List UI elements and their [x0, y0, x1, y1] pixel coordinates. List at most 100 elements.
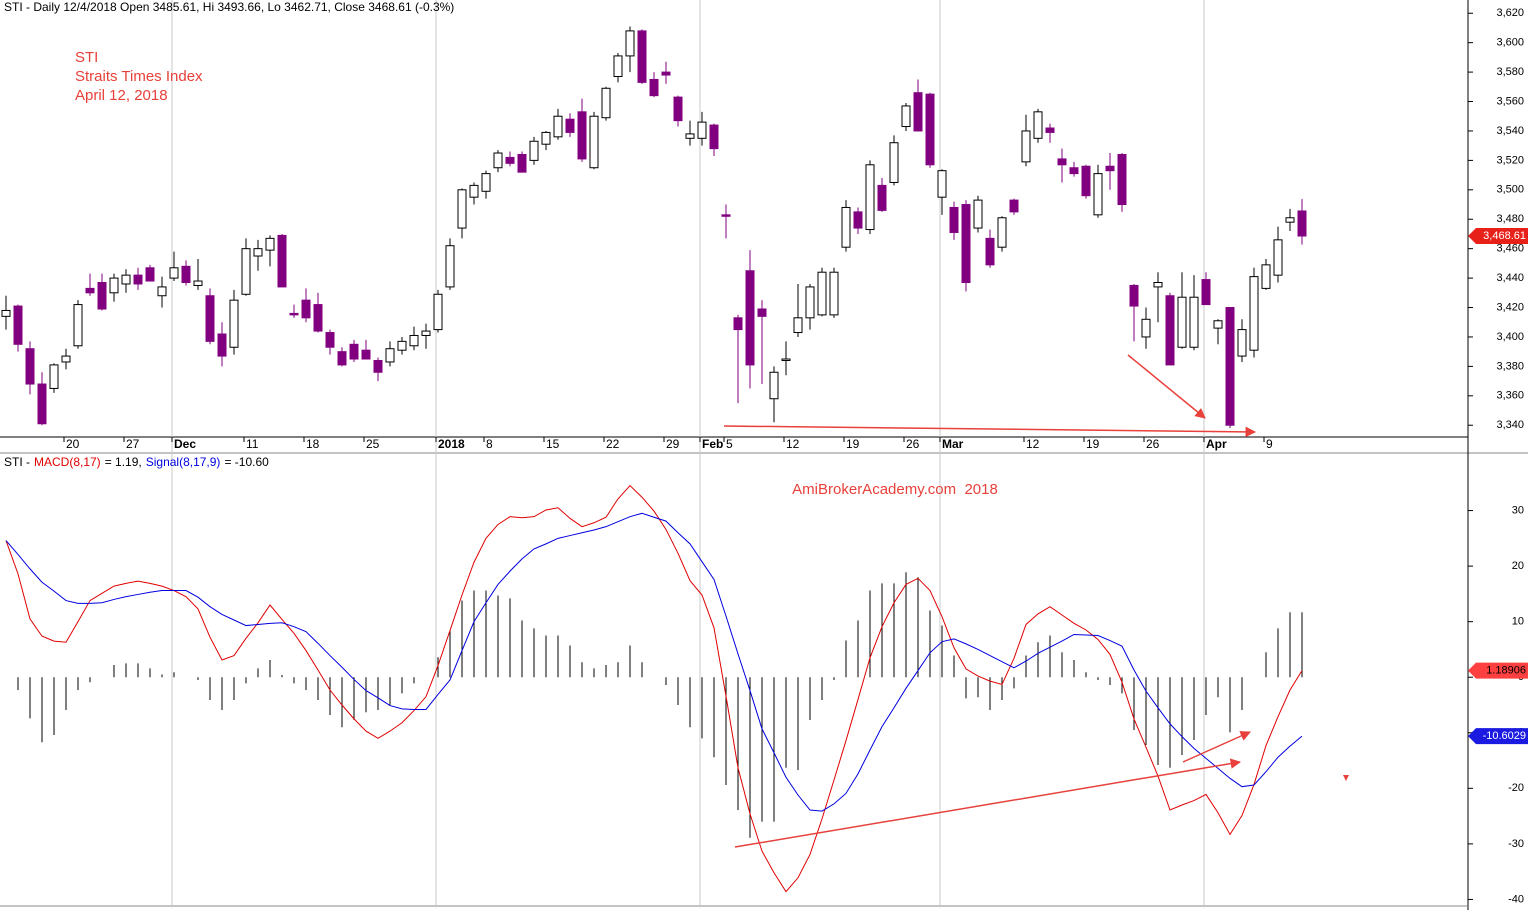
candle-body [1105, 165, 1115, 172]
candle-body [601, 87, 611, 119]
series-line [5, 484, 1303, 893]
x-tick-label: 20 [66, 437, 80, 451]
candle-body [277, 234, 287, 288]
candle-body [229, 299, 239, 348]
y-tick-label: 3,380 [1496, 360, 1524, 372]
candle-body [961, 204, 971, 284]
candle-body [913, 92, 923, 132]
y-tick-label: 3,420 [1496, 301, 1524, 313]
y-tick-label: 3,580 [1496, 66, 1524, 78]
x-tick-label: 19 [846, 437, 860, 451]
header-part: = 1.19, [105, 455, 142, 469]
y-tick-label: 3,620 [1496, 7, 1524, 19]
candle-body [349, 343, 359, 360]
header-part: STI - [4, 455, 30, 469]
candle-body [205, 295, 215, 342]
candle-body [877, 184, 887, 211]
candle-body [1009, 199, 1019, 213]
y-tick-label: 3,440 [1496, 272, 1524, 284]
candle-body [25, 348, 35, 385]
candle-body [685, 133, 695, 139]
candle-body [217, 333, 227, 357]
candle-body [1213, 320, 1223, 329]
candle-body [1189, 296, 1199, 348]
candle-body [649, 78, 659, 97]
candle-body [1165, 295, 1175, 366]
y-tick-label: 3,480 [1496, 213, 1524, 225]
candle-body [613, 55, 623, 78]
candle-body [265, 237, 275, 251]
arrow [1182, 731, 1251, 763]
candle-body [1033, 111, 1043, 139]
x-tick-label: 12 [786, 437, 800, 451]
candle-body [1201, 279, 1211, 306]
candle-body [49, 364, 59, 389]
marker [1343, 775, 1349, 781]
candle-body [577, 111, 587, 160]
last-price-label: 3,468.61 [1483, 230, 1526, 242]
candle-body [397, 340, 407, 351]
y-tick-label: 3,460 [1496, 243, 1524, 255]
arrow [1127, 354, 1206, 419]
candle-body [925, 93, 935, 166]
annotation: STI [75, 49, 98, 66]
y-tick-label: 3,360 [1496, 390, 1524, 402]
y-tick-label: 3,520 [1496, 154, 1524, 166]
y-tick-label: -20 [1508, 782, 1524, 794]
candle-body [1045, 127, 1055, 133]
candle-body [1237, 329, 1247, 357]
candle-body [1093, 173, 1103, 216]
x-tick-label: 9 [1266, 437, 1273, 451]
x-tick-label: 22 [606, 437, 620, 451]
candle-body [1273, 239, 1283, 276]
annotation-arrows [723, 354, 1349, 848]
x-tick-label: 26 [1146, 437, 1160, 451]
y-tick-label: 20 [1512, 560, 1524, 572]
candle-body [1261, 264, 1271, 289]
y-tick-label: 30 [1512, 504, 1524, 516]
candle-body [493, 152, 503, 169]
candle-body [553, 115, 563, 138]
candle-body [373, 359, 383, 373]
candle-body [841, 206, 851, 248]
x-tick-label: 5 [726, 437, 733, 451]
candle-body [529, 140, 539, 161]
candle-body [517, 153, 527, 173]
candle-body [985, 237, 995, 266]
annotation: April 12, 2018 [75, 87, 168, 104]
x-tick-label: Mar [942, 437, 964, 451]
candle-body [817, 271, 827, 316]
candle-body [145, 267, 155, 282]
x-tick-label: 11 [246, 437, 259, 451]
candle-body [169, 267, 179, 279]
candle-body [37, 383, 47, 425]
candle-body [193, 280, 203, 286]
chart-title: STI - Daily 12/4/2018 Open 3485.61, Hi 3… [4, 0, 454, 14]
candle-body [661, 71, 671, 76]
candle-body [1141, 318, 1151, 338]
candle-body [1285, 217, 1295, 223]
candle-body [829, 271, 839, 316]
candle-body [793, 317, 803, 334]
candle-body [733, 317, 743, 331]
candle-body [433, 293, 443, 331]
candle-body [937, 170, 947, 198]
header-part: Signal(8,17,9) [146, 455, 221, 469]
candle-body [541, 131, 551, 145]
candle-body [157, 286, 167, 297]
annotation: Straits Times Index [75, 68, 203, 85]
candle-body [85, 287, 95, 294]
candle-body [457, 189, 467, 229]
candle-body [301, 299, 311, 319]
candle-body [1057, 158, 1067, 166]
candle-body [1297, 210, 1307, 237]
candle-body [1225, 307, 1235, 426]
candle-body [121, 274, 131, 285]
candle-body [289, 312, 299, 316]
y-tick-label: 3,600 [1496, 37, 1524, 49]
candle-body [757, 308, 767, 317]
x-tick-label: 29 [666, 437, 680, 451]
